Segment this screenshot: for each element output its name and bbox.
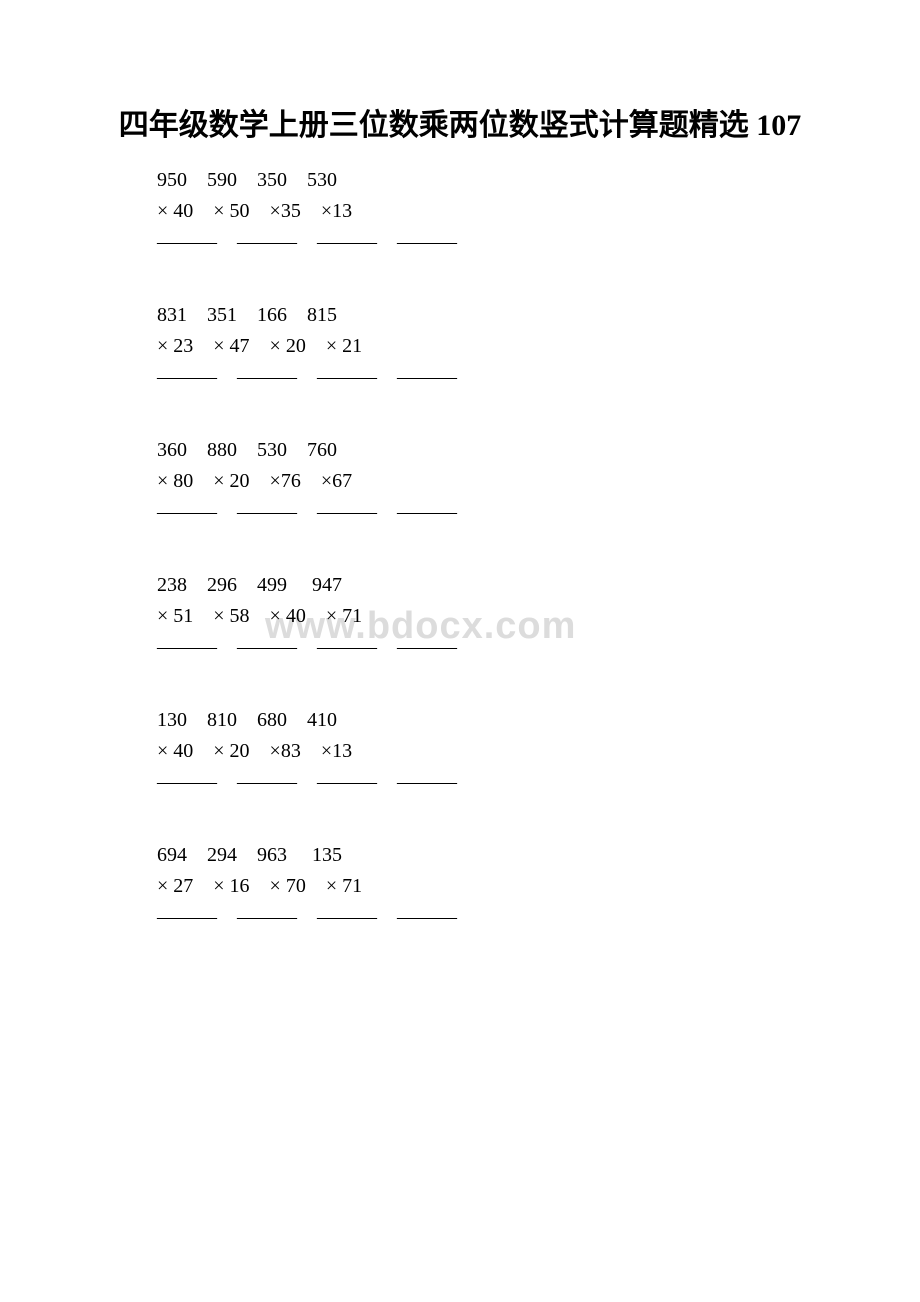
problem-group: 130 810 680 410 × 40 × 20 ×83 ×13 ——— ——… [157,705,920,798]
divider-row: ——— ——— ——— ——— [157,362,920,393]
problem-group: 360 880 530 760 × 80 × 20 ×76 ×67 ——— ——… [157,435,920,528]
operands-row: 130 810 680 410 [157,705,920,736]
operands-row: 360 880 530 760 [157,435,920,466]
multipliers-row: × 23 × 47 × 20 × 21 [157,331,920,362]
operands-row: 831 351 166 815 [157,300,920,331]
problem-group: 831 351 166 815 × 23 × 47 × 20 × 21 ——— … [157,300,920,393]
problem-group: 950 590 350 530 × 40 × 50 ×35 ×13 ——— ——… [157,165,920,258]
multipliers-row: × 51 × 58 × 40 × 71 [157,601,920,632]
multipliers-row: × 40 × 50 ×35 ×13 [157,196,920,227]
divider-row: ——— ——— ——— ——— [157,497,920,528]
divider-row: ——— ——— ——— ——— [157,902,920,933]
multipliers-row: × 40 × 20 ×83 ×13 [157,736,920,767]
problems-container: 950 590 350 530 × 40 × 50 ×35 ×13 ——— ——… [0,147,920,933]
operands-row: 238 296 499 947 [157,570,920,601]
multipliers-row: × 27 × 16 × 70 × 71 [157,871,920,902]
divider-row: ——— ——— ——— ——— [157,227,920,258]
problem-group: 694 294 963 135 × 27 × 16 × 70 × 71 ——— … [157,840,920,933]
divider-row: ——— ——— ——— ——— [157,632,920,663]
divider-row: ——— ——— ——— ——— [157,767,920,798]
page-title: 四年级数学上册三位数乘两位数竖式计算题精选 107 [0,0,920,147]
multipliers-row: × 80 × 20 ×76 ×67 [157,466,920,497]
operands-row: 694 294 963 135 [157,840,920,871]
operands-row: 950 590 350 530 [157,165,920,196]
problem-group: 238 296 499 947 × 51 × 58 × 40 × 71 ——— … [157,570,920,663]
